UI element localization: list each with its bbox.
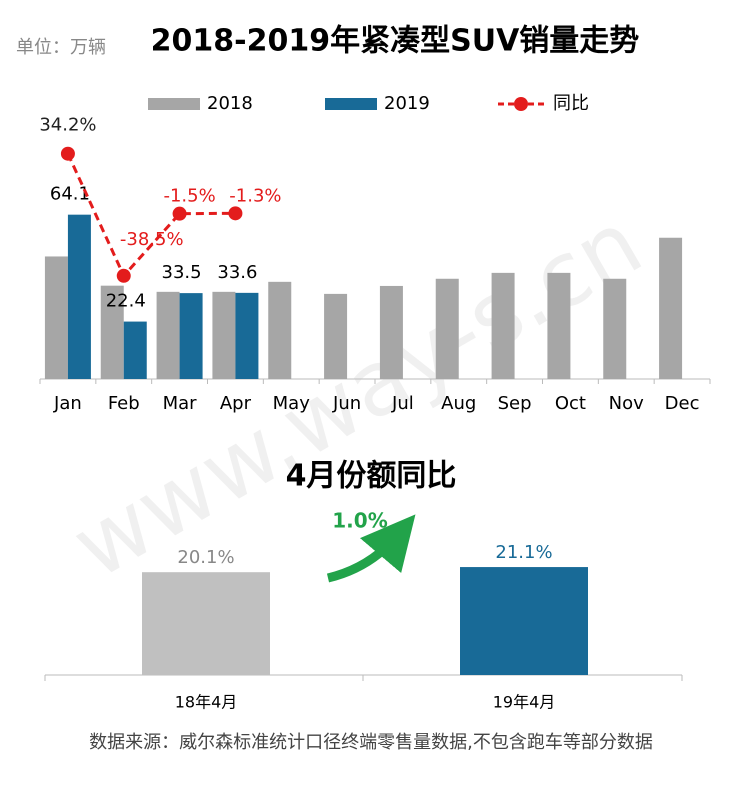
arrow — [326, 514, 416, 583]
unit-label: 单位：万辆 — [16, 37, 106, 58]
data-label: 22.4 — [106, 291, 146, 312]
bar — [460, 567, 588, 675]
bar — [212, 291, 236, 379]
bar — [547, 272, 571, 379]
bar — [235, 292, 259, 379]
data-label: -1.3% — [229, 185, 281, 206]
x-tick-label: 18年4月 — [175, 693, 238, 712]
x-tick-label: Jan — [53, 393, 82, 414]
bar — [179, 293, 203, 379]
bar — [156, 291, 180, 379]
x-tick-label: Aug — [441, 393, 476, 414]
x-tick-label: Jul — [391, 393, 414, 414]
bar — [603, 278, 627, 379]
annotation: 1.0% — [332, 509, 387, 533]
bar — [123, 321, 147, 379]
line-point — [172, 206, 187, 221]
bar — [44, 256, 68, 379]
legend-label: 2019 — [384, 93, 430, 114]
data-label: 34.2% — [39, 115, 96, 136]
data-label: 64.1 — [50, 184, 90, 205]
data-label: 33.6 — [217, 262, 257, 283]
source-note: 数据来源：威尔森标准统计口径终端零售量数据,不包含跑车等部分数据 — [89, 732, 653, 753]
bar — [67, 214, 91, 379]
x-tick-label: Feb — [108, 393, 140, 414]
bar — [142, 572, 270, 675]
line-point — [228, 206, 243, 221]
bar — [379, 285, 403, 379]
bar — [435, 278, 459, 379]
bar — [659, 237, 683, 379]
legend-dot — [514, 97, 528, 111]
line-point — [116, 268, 131, 283]
x-tick-label: Dec — [665, 393, 700, 414]
legend-swatch — [325, 98, 377, 110]
bar — [491, 272, 515, 379]
x-tick-label: Apr — [220, 393, 252, 414]
line-point — [60, 146, 75, 161]
x-tick-label: Jun — [332, 393, 361, 414]
bar — [100, 285, 124, 379]
data-label: 20.1% — [177, 547, 234, 568]
chart-title: 2018-2019年紧凑型SUV销量走势 — [151, 24, 640, 59]
bar — [268, 281, 292, 379]
data-label: -38.5% — [120, 229, 184, 250]
legend-swatch — [148, 98, 200, 110]
bar — [324, 293, 348, 379]
legend-label: 同比 — [553, 93, 589, 114]
line — [66, 153, 236, 279]
legend-label: 2018 — [207, 93, 253, 114]
data-label: -1.5% — [163, 186, 215, 207]
x-tick-label: Nov — [609, 393, 644, 414]
x-tick-label: May — [273, 393, 311, 414]
x-tick-label: Oct — [555, 393, 586, 414]
chart-title: 4月份额同比 — [286, 459, 457, 494]
x-tick-label: Mar — [163, 393, 198, 414]
data-label: 21.1% — [495, 542, 552, 563]
x-tick-label: Sep — [498, 393, 532, 414]
x-tick-label: 19年4月 — [493, 693, 556, 712]
data-label: 33.5 — [162, 262, 202, 283]
